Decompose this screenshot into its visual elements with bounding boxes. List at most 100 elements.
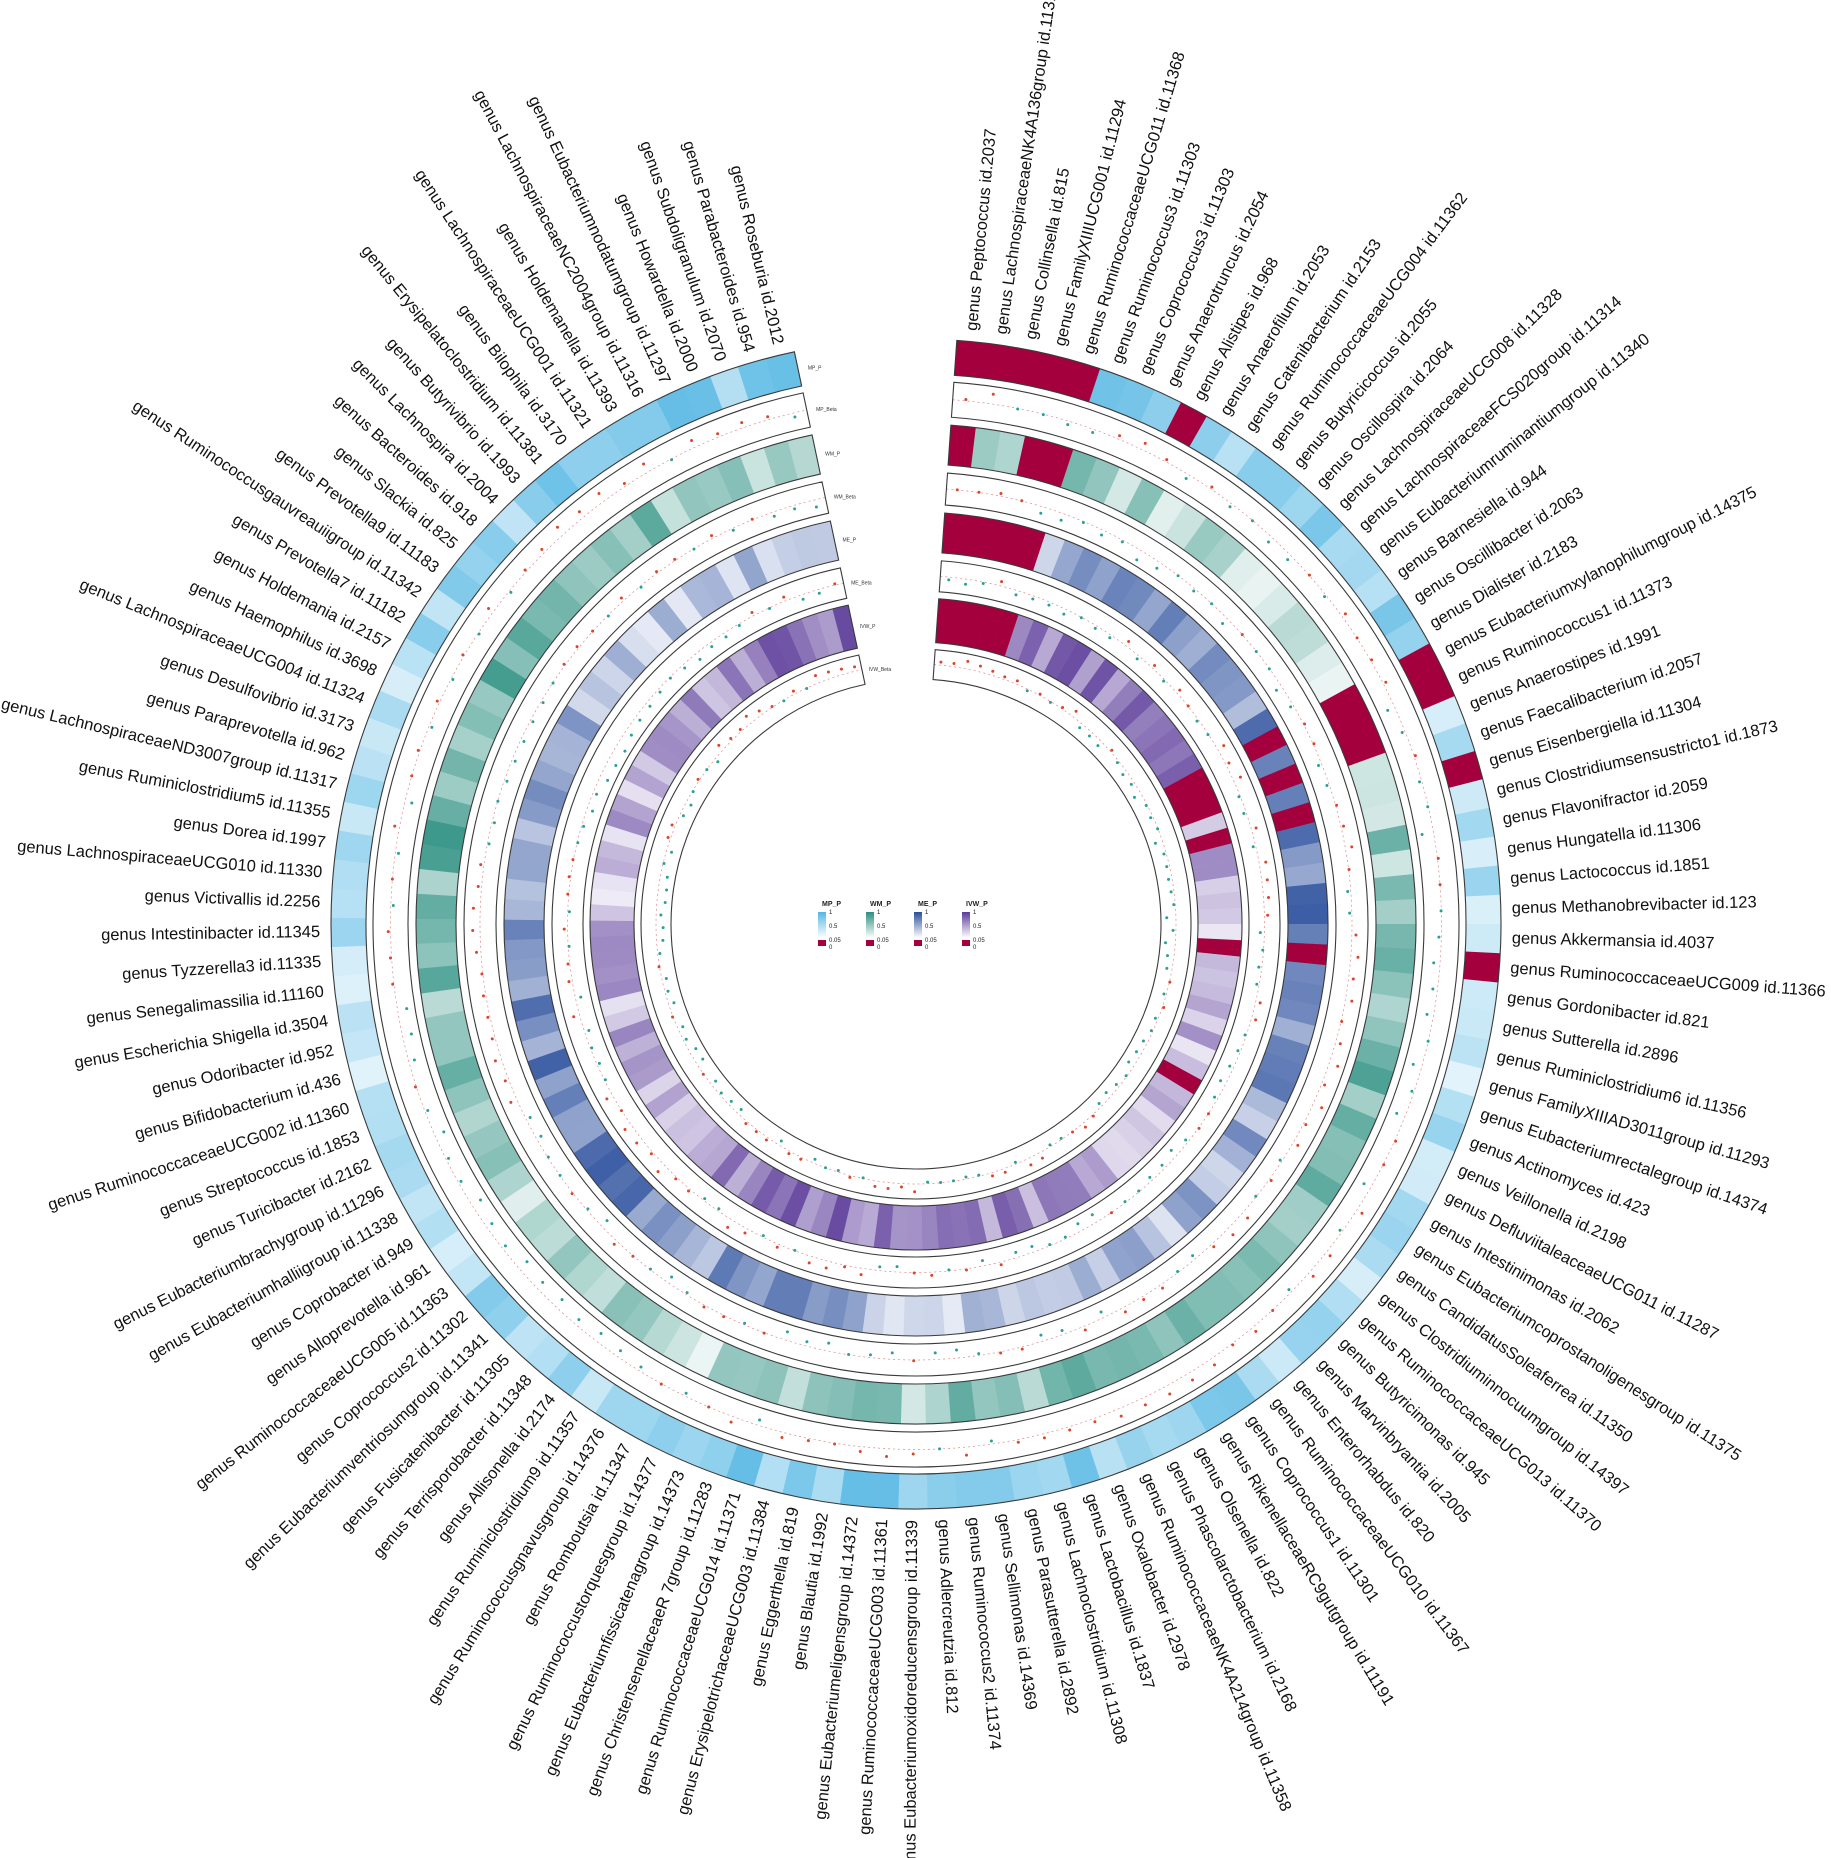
beta-point-wm_beta-77 [605,1219,609,1223]
beta-point-wm_beta-4 [1039,511,1043,515]
heat-cell-me_p-78 [598,1160,642,1202]
heat-cell-wm_p-89 [420,987,465,1019]
beta-point-ivw_beta-50 [1048,1143,1052,1147]
legend-tick: 0 [925,945,929,951]
heat-cell-ivw_p-118 [816,608,844,656]
heat-cell-mp_p-27 [1459,836,1499,870]
beta-point-mp_beta-14 [1286,558,1290,562]
beta-point-ivw_beta-61 [913,1190,917,1194]
heat-cell-mp_p-86 [355,1080,398,1119]
beta-point-mp_beta-102 [451,677,455,681]
beta-point-mp_beta-65 [806,1439,810,1443]
beta-point-me_beta-97 [576,841,580,845]
heat-cell-wm_p-40 [1307,1144,1355,1186]
heat-cell-me_p-16 [1200,658,1245,700]
heat-cell-wm_p-29 [1375,898,1416,925]
heat-cell-wm_p-20 [1319,684,1367,725]
heat-cell-me_p-20 [1242,726,1288,763]
beta-point-me_beta-8 [1079,616,1083,620]
heat-cell-mp_p-112 [581,427,625,474]
track-tag-wm_p: WM_P [825,451,841,457]
heat-cell-mp_p-88 [341,1027,382,1063]
heat-cell-wm_p-1 [970,427,1001,471]
beta-point-ivw_beta-16 [1115,761,1119,765]
beta-point-wm_beta-58 [977,1352,981,1356]
beta-point-me_beta-5 [1031,597,1035,601]
heat-cell-mp_p-37 [1422,1112,1466,1153]
beta-point-me_beta-60 [930,1273,934,1277]
heat-cell-me_p-69 [743,1261,778,1307]
heat-cell-mp_p-115 [656,387,698,432]
beta-point-mp_beta-107 [523,568,527,572]
beta-point-wm_beta-11 [1176,574,1180,578]
heat-cell-wm_p-33 [1366,992,1411,1024]
beta-point-me_beta-100 [595,792,599,796]
heat-cell-wm_p-2 [993,431,1026,476]
beta-point-wm_beta-64 [847,1352,851,1356]
beta-point-ivw_beta-116 [813,674,817,678]
beta-point-me_beta-57 [980,1259,984,1263]
heat-cell-ivw_p-15 [1122,701,1166,743]
ring-border-ivw_beta [640,649,1192,1200]
heat-cell-wm_p-45 [1236,1237,1282,1284]
beta-point-me_beta-43 [1184,1138,1188,1142]
heat-cell-me_p-107 [603,639,647,682]
beta-point-ivw_beta-84 [681,1025,685,1029]
heat-cell-mp_p-93 [331,888,368,919]
beta-point-wm_beta-105 [562,662,566,666]
beta-point-ivw_beta-5 [1003,675,1007,679]
beta-point-mp_beta-37 [1395,1111,1399,1115]
heat-cell-mp_p-52 [1139,1414,1181,1459]
beta-point-mp_beta-75 [577,1318,581,1322]
heat-cell-mp_p-43 [1336,1257,1382,1302]
heat-cell-me_p-100 [530,759,576,793]
heat-cell-me_p-14 [1175,628,1218,671]
heat-cell-ivw_p-43 [1131,1094,1176,1135]
beta-point-me_beta-31 [1261,948,1265,952]
heat-cell-ivw_p-106 [658,711,703,751]
heat-cell-wm_p-28 [1373,874,1416,902]
beta-point-ivw_beta-32 [1165,954,1169,958]
heat-cell-ivw_p-74 [710,1143,750,1188]
heat-cell-ivw_p-54 [1004,1186,1034,1234]
heat-cell-ivw_p-32 [1194,952,1241,974]
heat-cell-me_p-70 [725,1253,761,1299]
beta-point-wm_beta-112 [673,557,677,561]
heat-cell-mp_p-116 [683,376,723,420]
heat-cell-wm_p-39 [1319,1124,1367,1165]
heat-cell-mp_p-0 [954,340,987,379]
heat-cell-wm_p-17 [1282,621,1329,665]
heat-cell-me_p-112 [680,574,719,620]
heat-cell-me_p-102 [546,722,592,759]
heat-cell-wm_p-55 [1038,1360,1074,1407]
beta-point-wm_beta-80 [558,1173,562,1177]
beta-point-ivw_beta-76 [739,1108,743,1112]
heat-cell-mp_p-103 [405,612,451,656]
heat-cell-ivw_p-94 [590,887,636,907]
beta-point-ivw_beta-92 [661,926,665,930]
heat-cell-me_p-6 [1050,539,1085,585]
beta-zero-line-ivw_beta [655,664,1177,1185]
beta-point-mp_beta-92 [386,930,390,934]
heat-cell-ivw_p-17 [1140,726,1186,765]
beta-point-wm_beta-39 [1304,1123,1308,1127]
heat-cell-wm_p-64 [825,1376,857,1420]
beta-point-ivw_beta-90 [658,951,662,955]
heat-cell-ivw_p-19 [1156,753,1203,789]
beta-point-me_beta-82 [605,1097,609,1101]
beta-point-ivw_beta-29 [1165,916,1169,920]
heat-cell-ivw_p-90 [591,948,637,970]
beta-point-wm_beta-83 [528,1116,532,1120]
beta-point-mp_beta-30 [1437,935,1441,939]
legend-significant-swatch [914,940,922,946]
beta-point-me_beta-109 [683,666,687,670]
beta-point-mp_beta-74 [599,1331,603,1335]
heat-cell-mp_p-61 [897,1473,928,1509]
heat-cell-wm_p-3 [1016,436,1050,481]
beta-point-ivw_beta-86 [672,1001,676,1005]
heat-cell-wm_p-82 [474,1140,522,1182]
beta-point-me_beta-98 [582,824,586,828]
legend-tick: 0 [973,945,977,951]
heat-cell-me_p-3 [997,521,1027,566]
beta-point-me_beta-103 [623,749,627,753]
